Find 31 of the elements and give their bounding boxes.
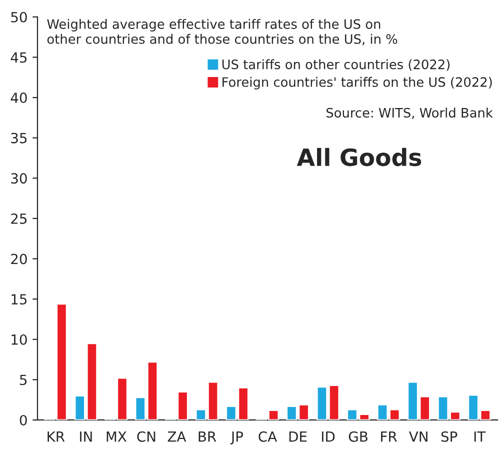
legend-label: US tariffs on other countries (2022)	[222, 59, 450, 71]
x-tick-label: CA	[258, 431, 277, 442]
x-tick-label: BR	[198, 432, 216, 442]
x-tick-label: FR	[381, 432, 397, 442]
y-tick-label: 25	[11, 213, 27, 224]
y-tick-label: 35	[11, 132, 27, 144]
y-tick-label: 50	[11, 12, 27, 22]
x-tick-label: CN	[137, 431, 156, 442]
x-tick-label: ID	[322, 432, 335, 442]
y-tick-label: 10	[12, 334, 27, 345]
y-tick-label: 45	[10, 52, 27, 63]
x-tick-label: JP	[230, 432, 243, 444]
text: Weighted average effective tariff rates of the US on other countries and of those countries on the US, in %	[47, 18, 398, 46]
x-tick-label: KR	[48, 432, 65, 442]
y-tick-label: 5	[20, 374, 27, 386]
annotation: Source: WITS, World Bank	[326, 108, 493, 119]
x-tick-label: SP	[441, 431, 458, 442]
y-tick-label: 40	[10, 92, 27, 104]
x-tick-label: MX	[106, 432, 126, 442]
x-tick-label: IT	[474, 432, 486, 442]
legend-label: Foreign countries' tariffs on the US (2022)	[222, 76, 492, 90]
y-tick-label: 0	[20, 414, 27, 426]
y-tick-label: 30	[11, 173, 27, 184]
y-tick-label: 20	[11, 254, 27, 264]
x-tick-label: IN	[80, 432, 92, 442]
x-tick-label: ZA	[168, 432, 186, 442]
x-tick-label: VN	[408, 432, 428, 442]
annotation: All Goods	[296, 148, 422, 166]
x-tick-label: GB	[348, 431, 368, 442]
y-tick-label: 15	[12, 294, 27, 305]
x-tick-label: DE	[289, 432, 307, 442]
